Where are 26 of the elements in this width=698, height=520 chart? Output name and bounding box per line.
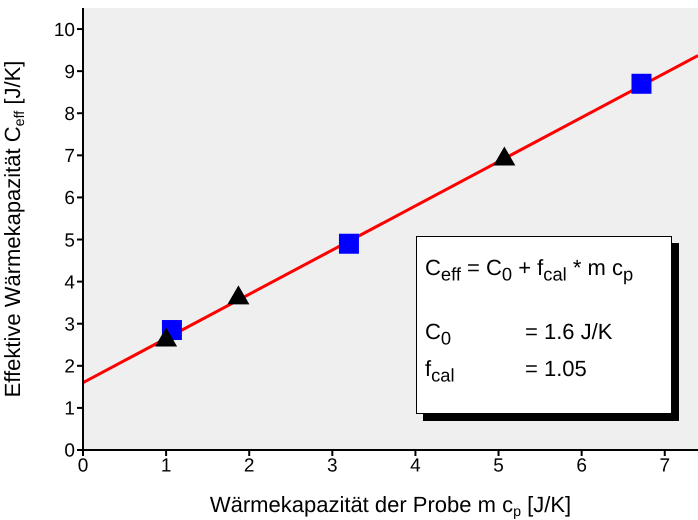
annotation: C$_{eff}$ = C$_{0}$ + f$_{cal}$ * m c$_{p}$: [425, 255, 634, 286]
y-tick-label: 5: [64, 230, 75, 252]
x-tick-label: 2: [244, 455, 255, 476]
y-tick-label: 3: [64, 314, 75, 336]
x-tick-label: 4: [410, 455, 422, 476]
x-tick-label: 0: [78, 455, 88, 476]
y-tick-label: 1: [64, 398, 75, 420]
x-tick-label: 1: [160, 455, 172, 476]
y-tick-label: 2: [64, 356, 75, 378]
point: [155, 327, 178, 346]
x-tick-label: 7: [659, 455, 670, 476]
x-tick-label: 6: [576, 455, 587, 476]
y-tick-label: 6: [64, 188, 75, 210]
x-tick-label: 3: [327, 455, 338, 476]
point: [493, 146, 516, 166]
x-tick-label: 5: [493, 455, 504, 476]
y-tick-label: 10: [54, 20, 75, 41]
y-tick-label: 0: [64, 440, 75, 462]
point: [227, 285, 250, 304]
x-axis-title: Wärmekapazität der Probe m c$_{p}$ [J/K]: [210, 492, 572, 520]
y-tick-label: 8: [64, 104, 75, 125]
y-tick-label: 9: [64, 62, 75, 83]
y-tick-label: 7: [64, 146, 75, 168]
point: [338, 234, 359, 254]
point: [631, 74, 652, 94]
y-tick-label: 4: [64, 272, 76, 294]
